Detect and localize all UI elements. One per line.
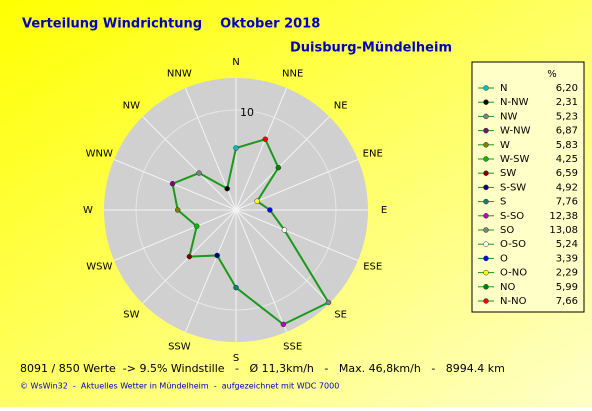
legend-marker (483, 213, 489, 219)
axis-label: E (381, 205, 387, 216)
legend-marker (483, 255, 489, 262)
footer: 8091 / 850 Werte -> 9.5% Windstille - Ø … (20, 362, 505, 375)
point (233, 145, 239, 151)
legend-label: S-SW (500, 182, 526, 193)
legend-label: W-SW (500, 154, 529, 165)
legend-marker (483, 241, 489, 247)
legend-value: 12,38 (549, 211, 578, 222)
legend-marker (483, 127, 489, 134)
spoke (235, 209, 287, 333)
legend-marker (483, 269, 489, 276)
legend-value: 3,39 (556, 253, 578, 264)
point (224, 185, 230, 192)
axis-label: NW (123, 100, 140, 111)
point (186, 253, 193, 260)
legend-label: N-NO (500, 296, 527, 307)
spoke (235, 87, 287, 211)
legend-label: S (500, 197, 506, 208)
axis-label: ENE (363, 148, 383, 159)
legend-value: 2,31 (556, 97, 578, 108)
point (262, 136, 269, 142)
spoke (113, 209, 237, 261)
legend-marker (483, 184, 489, 191)
axis-label: NNE (282, 68, 303, 79)
axis-label: SSE (283, 342, 302, 353)
point (193, 223, 200, 230)
point (281, 227, 288, 233)
legend-marker (483, 113, 489, 120)
point (169, 180, 176, 187)
legend-label: NO (500, 282, 515, 293)
axis-label: NE (334, 100, 348, 111)
legend-label: W-NW (500, 126, 531, 137)
point (174, 207, 181, 213)
axis-label: N (232, 57, 239, 68)
legend-label: O-NO (500, 268, 527, 279)
point (267, 207, 273, 213)
point (214, 252, 220, 259)
legend-marker (483, 298, 489, 304)
legend-marker (483, 227, 489, 233)
legend-value: 4,92 (556, 182, 578, 193)
legend-value: 5,24 (556, 239, 578, 250)
legend-label: SO (500, 225, 514, 236)
point (233, 284, 239, 291)
legend-marker (483, 284, 489, 290)
legend-label: S-SO (500, 211, 524, 222)
legend-value: 5,83 (556, 140, 578, 151)
axis-label: SE (334, 310, 347, 321)
legend-marker (483, 99, 489, 105)
axis-label: SSW (168, 342, 191, 353)
axis-label: WNW (86, 148, 113, 159)
legend-marker (483, 142, 489, 148)
legend-label: N (500, 83, 507, 94)
point (325, 299, 332, 306)
legend-value: 5,99 (556, 282, 578, 293)
point (275, 164, 282, 171)
axis-label: NNW (167, 68, 192, 79)
legend-title: % (547, 69, 557, 80)
point (196, 170, 202, 176)
spoke (235, 116, 330, 211)
legend-value: 6,59 (556, 168, 578, 179)
legend-value: 4,25 (556, 154, 578, 165)
legend-label: NW (500, 111, 517, 122)
legend-value: 5,23 (556, 111, 578, 122)
axis-label: ESE (363, 262, 382, 273)
legend-label: SW (500, 168, 516, 179)
axis-label: WSW (86, 262, 112, 273)
legend-marker (483, 85, 489, 91)
axis-label: W (83, 205, 93, 216)
point (280, 321, 287, 328)
legend-label: O-SO (500, 239, 526, 250)
legend-value: 6,87 (556, 126, 578, 137)
legend-label: W (500, 140, 510, 151)
legend-value: 2,29 (556, 268, 578, 279)
axis-label: SW (123, 310, 139, 321)
legend-marker (483, 170, 489, 176)
legend-value: 7,66 (556, 296, 578, 307)
chart-subtitle: Duisburg-Mündelheim (290, 41, 452, 56)
spoke (235, 209, 330, 304)
axis-label: S (233, 353, 239, 364)
spoke (142, 116, 237, 211)
chart-title: Verteilung Windrichtung Oktober 2018 (22, 17, 320, 32)
legend-label: N-NW (500, 97, 529, 108)
legend-value: 7,76 (556, 197, 578, 208)
spoke (235, 209, 359, 261)
spoke (185, 209, 237, 333)
legend-value: 13,08 (549, 225, 578, 236)
point (254, 198, 260, 204)
legend-marker (483, 156, 489, 162)
credit: © WsWin32 - Aktuelles Wetter in Mündelhe… (20, 382, 339, 391)
legend-label: O (500, 253, 508, 264)
legend-value: 6,20 (556, 83, 578, 94)
r-tick-label: 10 (240, 106, 254, 119)
legend-marker (483, 198, 489, 205)
